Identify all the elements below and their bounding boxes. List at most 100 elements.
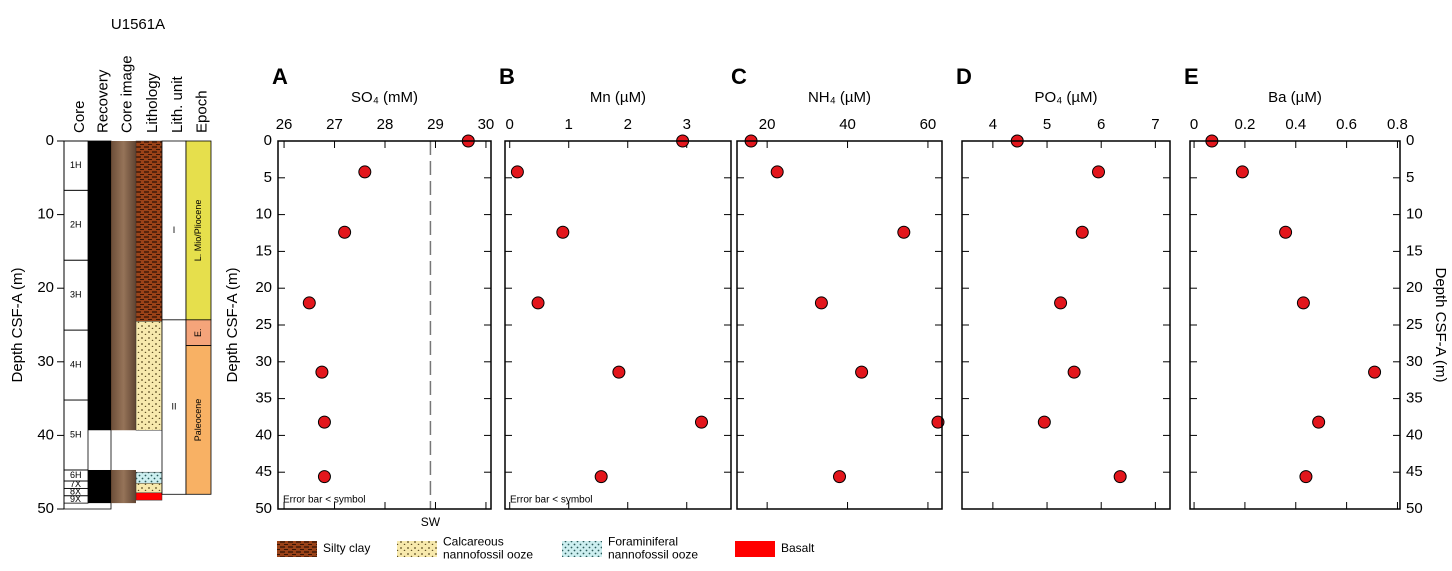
note: Error bar < symbol (510, 495, 593, 506)
x-axis-label: NH₄ (µM) (808, 89, 871, 106)
y-tick-label: 10 (255, 206, 272, 223)
column-header: Lithology (144, 72, 161, 133)
y-axis-label: Depth CSF-A (m) (9, 267, 26, 382)
lithology-interval (135, 482, 163, 494)
data-point (1092, 165, 1105, 179)
core-name: 1H (70, 160, 82, 170)
core-name: 3H (70, 290, 82, 300)
panel-label: C (731, 64, 747, 89)
y-axis-label: Depth CSF-A (m) (224, 267, 241, 382)
x-tick-label: 1 (565, 116, 573, 133)
x-axis-label: Ba (µM) (1268, 89, 1322, 106)
y-tick-label: 45 (1406, 463, 1423, 480)
y-axis-label: Depth CSF-A (m) (1432, 267, 1449, 382)
epoch-name: Paleocene (193, 399, 203, 442)
legend-swatch (562, 541, 602, 557)
column-header: Core image (118, 55, 135, 133)
core-image (111, 469, 136, 504)
data-point (556, 225, 570, 239)
panel-frame (1189, 140, 1401, 510)
data-point (1296, 296, 1310, 310)
data-point (1299, 470, 1313, 484)
data-point (338, 225, 352, 239)
data-point (1279, 225, 1293, 239)
recovery-bar (88, 141, 111, 431)
data-point (897, 225, 911, 239)
x-tick-label: 6 (1097, 116, 1105, 133)
panel-label: E (1184, 64, 1199, 89)
x-tick-label: 4 (989, 116, 997, 133)
epoch-name: L. Mio/Pliocene (193, 200, 203, 262)
core-name: 7X (70, 479, 81, 489)
panel-frame (504, 140, 732, 510)
y-tick-label: 25 (1406, 316, 1423, 333)
y-tick-label: 20 (37, 279, 54, 296)
data-point (1067, 365, 1081, 379)
lithology-interval (135, 471, 163, 484)
data-point (1312, 415, 1326, 429)
data-point (1054, 296, 1068, 310)
y-tick-label: 0 (46, 132, 54, 149)
core-name: 8X (70, 486, 81, 496)
data-point (833, 470, 846, 484)
epoch (185, 140, 212, 321)
y-tick-label: 0 (264, 132, 272, 149)
epoch-name: E. (193, 328, 203, 337)
data-point (1235, 165, 1249, 179)
y-tick-label: 15 (1406, 242, 1423, 259)
legend-label: Calcareous (443, 535, 504, 549)
y-tick-label: 5 (1406, 169, 1414, 186)
y-tick-label: 40 (1406, 426, 1423, 443)
x-tick-label: 28 (377, 116, 394, 133)
y-tick-label: 50 (255, 500, 272, 517)
data-point (317, 415, 331, 429)
legend-label: Foraminiferal (608, 535, 678, 549)
x-tick-label: 0.6 (1336, 116, 1357, 133)
x-tick-label: 0.2 (1234, 116, 1255, 133)
lith-unit-name: I (173, 225, 176, 235)
y-tick-label: 10 (37, 206, 54, 223)
epoch (185, 345, 212, 495)
y-tick-label: 30 (255, 353, 272, 370)
data-point (814, 296, 828, 310)
panel-frame (961, 140, 1171, 510)
legend-label: nannofossil ooze (443, 548, 533, 562)
data-point (315, 365, 329, 379)
data-point (770, 165, 784, 179)
recovery-bar (88, 469, 111, 504)
x-axis-label: PO₄ (µM) (1034, 89, 1097, 106)
y-tick-label: 15 (255, 242, 272, 259)
x-tick-label: 20 (759, 116, 776, 133)
y-tick-label: 10 (1406, 206, 1423, 223)
data-point (594, 470, 608, 484)
data-point (302, 296, 316, 310)
panel-label: A (272, 64, 288, 89)
x-axis-label: SO₄ (mM) (351, 89, 418, 106)
core-name: 2H (70, 220, 82, 230)
lith-unit (161, 319, 187, 495)
data-point (931, 415, 945, 429)
data-point (317, 470, 331, 484)
legend-swatch (397, 541, 437, 557)
y-tick-label: 25 (255, 316, 272, 333)
panel-frame (277, 140, 492, 510)
y-tick-label: 35 (1406, 390, 1423, 407)
y-tick-label: 40 (255, 426, 272, 443)
data-point (1113, 470, 1127, 484)
data-point (855, 365, 869, 379)
column-header: Recovery (94, 69, 111, 133)
y-tick-label: 50 (1406, 500, 1423, 517)
y-tick-label: 45 (255, 463, 272, 480)
y-tick-label: 0 (1406, 132, 1414, 149)
reference-label: SW (421, 515, 441, 529)
lith-unit-name: II (171, 401, 176, 411)
x-axis-label: Mn (µM) (590, 89, 646, 106)
data-point (1037, 415, 1051, 429)
y-tick-label: 20 (1406, 279, 1423, 296)
x-tick-label: 40 (839, 116, 856, 133)
note: Error bar < symbol (283, 495, 366, 506)
data-point (510, 165, 524, 179)
legend-label: nannofossil ooze (608, 548, 698, 562)
data-point (612, 365, 626, 379)
